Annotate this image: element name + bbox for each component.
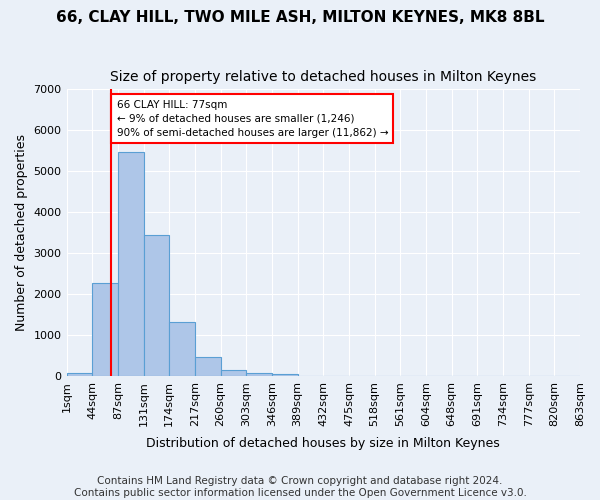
X-axis label: Distribution of detached houses by size in Milton Keynes: Distribution of detached houses by size … — [146, 437, 500, 450]
Y-axis label: Number of detached properties: Number of detached properties — [15, 134, 28, 331]
Bar — [118, 152, 143, 376]
Bar — [169, 322, 195, 376]
Text: 66, CLAY HILL, TWO MILE ASH, MILTON KEYNES, MK8 8BL: 66, CLAY HILL, TWO MILE ASH, MILTON KEYN… — [56, 10, 544, 25]
Bar — [92, 283, 118, 376]
Bar — [221, 370, 246, 376]
Bar — [272, 374, 298, 376]
Title: Size of property relative to detached houses in Milton Keynes: Size of property relative to detached ho… — [110, 70, 536, 84]
Bar — [67, 373, 92, 376]
Text: Contains HM Land Registry data © Crown copyright and database right 2024.
Contai: Contains HM Land Registry data © Crown c… — [74, 476, 526, 498]
Bar — [143, 234, 169, 376]
Bar — [195, 357, 221, 376]
Bar — [246, 372, 272, 376]
Text: 66 CLAY HILL: 77sqm
← 9% of detached houses are smaller (1,246)
90% of semi-deta: 66 CLAY HILL: 77sqm ← 9% of detached hou… — [116, 100, 388, 138]
